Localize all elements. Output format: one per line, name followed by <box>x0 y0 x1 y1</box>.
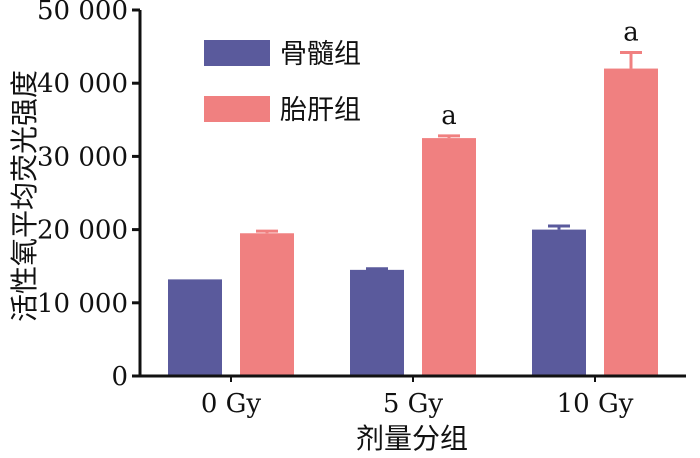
significance-label-2: a <box>623 17 639 47</box>
x-ticks-group: 0 Gy 5 Gy 10 Gy <box>201 376 634 419</box>
bar-2-3 <box>604 68 658 376</box>
y-axis-title: 活性氧平均荧光强度 <box>8 70 41 322</box>
annotations-group: aa <box>441 17 639 130</box>
bar-2-1 <box>240 233 294 376</box>
x-tick-label: 0 Gy <box>201 389 262 419</box>
y-tick-label: 50 000 <box>37 0 128 26</box>
y-tick-label: 10 000 <box>37 289 128 319</box>
bars-group <box>168 68 658 376</box>
y-tick-label: 40 000 <box>37 69 128 99</box>
legend-swatch-1 <box>204 40 270 66</box>
bar-2-2 <box>422 138 476 376</box>
bar-1-2 <box>350 269 404 376</box>
x-tick-label: 5 Gy <box>383 389 444 419</box>
error-bars-group <box>256 50 642 271</box>
y-ticks-group: 0 10 000 20 000 30 000 40 000 50 000 <box>37 0 140 392</box>
legend-label-1: 骨髓组 <box>280 39 361 70</box>
bar-1-1 <box>168 279 222 376</box>
bar-1-3 <box>532 229 586 376</box>
x-axis-title: 剂量分组 <box>356 422 468 455</box>
y-tick-label: 20 000 <box>37 216 128 246</box>
legend-swatch-2 <box>204 96 270 122</box>
x-tick-label: 10 Gy <box>557 389 634 419</box>
y-tick-label: 0 <box>111 362 128 392</box>
significance-label-1: a <box>441 101 457 131</box>
y-tick-label: 30 000 <box>37 142 128 172</box>
legend-label-2: 胎肝组 <box>280 95 361 126</box>
